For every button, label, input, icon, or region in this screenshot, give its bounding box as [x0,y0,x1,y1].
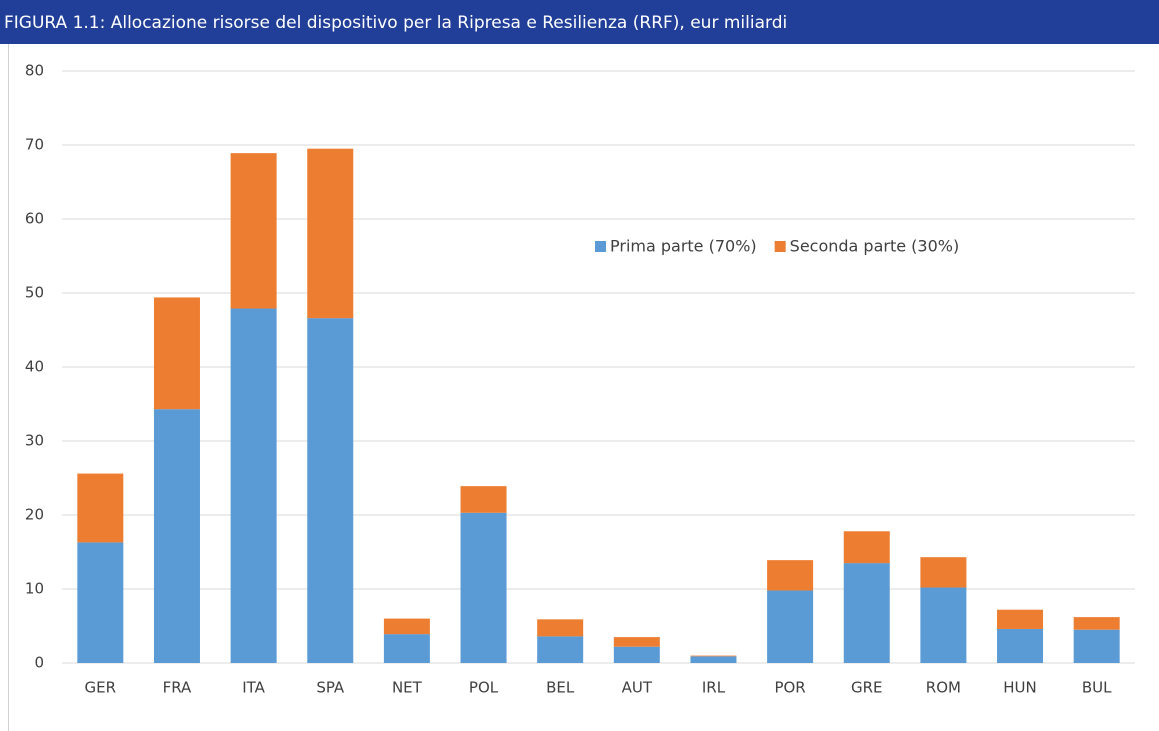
bar-segment [153,297,200,410]
bar-segment [767,560,814,591]
y-tick-label: 40 [25,358,44,376]
bar-segment [77,542,124,663]
y-tick-label: 0 [34,654,44,672]
bar-segment [230,153,277,309]
y-tick-label: 20 [25,506,44,524]
bar-segment [997,628,1044,663]
y-tick-label: 70 [25,136,44,154]
bar-segment [1073,617,1120,630]
x-tick-label: HUN [1003,679,1036,697]
bar-segment [920,587,967,663]
bar-segment [1073,629,1120,663]
bar-segment [460,512,507,663]
chart-title: FIGURA 1.1: Allocazione risorse del disp… [4,13,787,33]
bar-segment [460,486,507,513]
bar-segment [690,656,737,663]
bar-segment [307,318,354,663]
x-tick-label: NET [392,679,423,697]
x-tick-label: GRE [851,679,883,697]
y-tick-label: 80 [25,62,44,80]
x-tick-label: BUL [1082,679,1112,697]
y-tick-label: 30 [25,432,44,450]
x-tick-label: POR [774,679,805,697]
bar-segment [767,590,814,663]
bar-segment [537,619,584,637]
bar-segment [690,655,737,657]
x-tick-label: GER [85,679,117,697]
bar-segment [230,308,277,663]
bar-segment [307,148,354,319]
bar-segment [920,557,967,588]
bar-segment [383,618,430,635]
legend-swatch [774,241,786,252]
bar-segment [997,609,1044,629]
x-tick-label: BEL [546,679,575,697]
title-band [0,0,1159,44]
bar-segment [843,563,890,663]
legend-swatch [595,241,606,252]
bar-segment [613,637,660,647]
bar-segment [77,473,124,543]
x-tick-label: ROM [926,679,961,697]
legend-label: Seconda parte (30%) [790,237,960,256]
y-tick-label: 50 [25,284,44,302]
bar-segment [383,634,430,663]
bar-segment [843,531,890,564]
legend-label: Prima parte (70%) [610,237,757,256]
bar-segment [613,646,660,663]
y-tick-label: 60 [25,210,44,228]
x-tick-label: POL [469,679,499,697]
bar-segment [537,636,584,663]
y-tick-label: 10 [25,580,44,598]
x-tick-label: FRA [163,679,192,697]
x-tick-label: ITA [242,679,265,697]
x-tick-label: AUT [622,679,653,697]
x-tick-label: SPA [316,679,345,697]
x-tick-label: IRL [702,679,726,697]
bar-segment [153,409,200,663]
